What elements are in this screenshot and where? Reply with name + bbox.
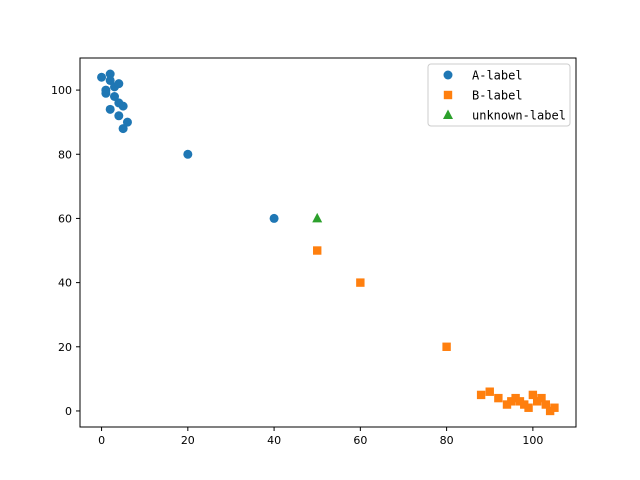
a-label-point xyxy=(114,79,124,89)
x-tick-label: 60 xyxy=(353,434,367,447)
y-tick-label: 80 xyxy=(58,148,72,161)
a-label-point xyxy=(97,72,107,82)
b-label-point xyxy=(532,397,542,406)
axes: 0 20 40 60 80 100 0 20 40 60 80 100 xyxy=(51,57,577,447)
data-points xyxy=(97,69,559,416)
legend-label-unknown-label: unknown-label xyxy=(472,109,566,123)
legend-marker-a-label xyxy=(443,70,453,80)
b-label-point xyxy=(511,393,520,403)
legend-marker-unknown-label xyxy=(443,109,453,119)
b-label-point xyxy=(537,393,546,403)
a-label-point xyxy=(101,88,111,98)
b-label-point xyxy=(485,387,494,396)
a-label-point xyxy=(122,117,132,127)
a-label-point xyxy=(183,149,193,159)
a-label-point xyxy=(110,92,120,102)
unknown-label-point xyxy=(312,212,323,223)
a-label-point xyxy=(105,104,115,114)
x-tick-label: 20 xyxy=(181,434,195,447)
b-label-point xyxy=(528,390,538,400)
a-label-point xyxy=(105,75,115,85)
b-label-point xyxy=(494,393,503,403)
a-label-point xyxy=(118,101,128,111)
y-tick-label: 20 xyxy=(58,341,72,354)
a-label-point xyxy=(269,213,279,223)
a-label-point xyxy=(118,124,128,134)
legend-label-a-label: A-label xyxy=(472,69,523,83)
a-label-point xyxy=(114,111,124,121)
legend-marker-b-label xyxy=(443,90,453,100)
b-label-point xyxy=(356,278,365,287)
x-tick-label: 0 xyxy=(98,434,105,447)
b-label-point xyxy=(442,342,451,351)
y-tick-label: 40 xyxy=(58,277,72,290)
y-tick-label: 100 xyxy=(51,84,72,97)
legend-label-b-label: B-label xyxy=(472,89,523,103)
x-tick-label: 80 xyxy=(440,434,454,447)
b-label-point xyxy=(520,400,529,409)
b-label-point xyxy=(550,403,559,412)
plot-frame xyxy=(79,57,577,428)
x-tick-label: 40 xyxy=(267,434,281,447)
b-label-point xyxy=(502,400,512,409)
b-label-point xyxy=(524,403,533,412)
b-label-point xyxy=(313,246,322,255)
b-label-point xyxy=(507,397,516,406)
y-tick-label: 0 xyxy=(65,405,72,418)
a-label-point xyxy=(105,69,115,79)
x-tick-label: 100 xyxy=(522,434,543,447)
legend-box xyxy=(427,63,571,127)
b-label-point xyxy=(476,390,486,400)
b-label-point xyxy=(545,406,555,416)
b-label-point xyxy=(541,400,551,409)
legend: A-label B-label unknown-label xyxy=(427,63,571,127)
y-tick-label: 60 xyxy=(58,212,72,225)
b-label-point xyxy=(515,397,525,406)
